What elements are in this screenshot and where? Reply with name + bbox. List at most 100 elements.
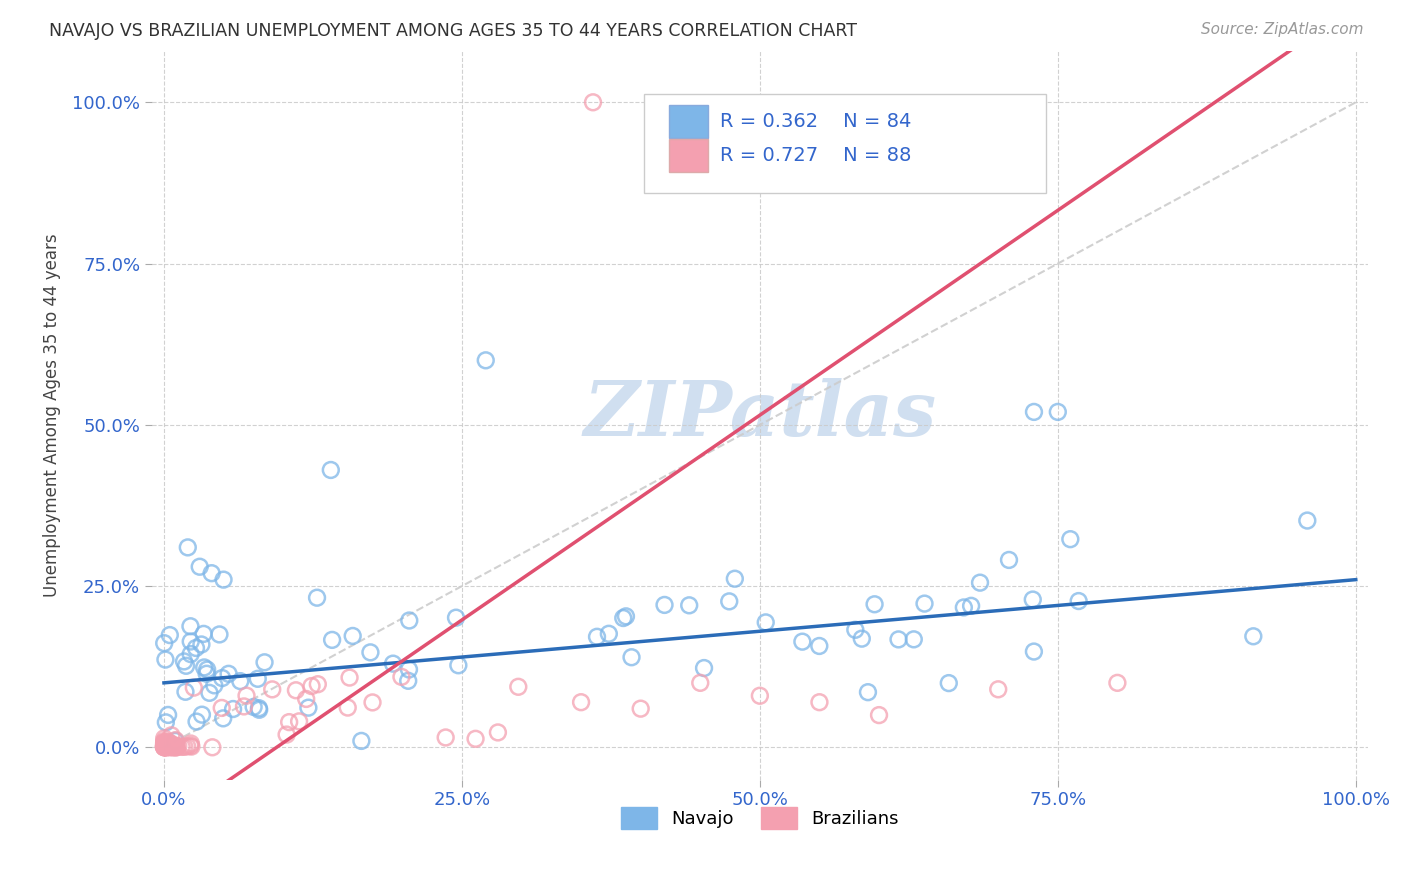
Point: [180, 647, 202, 661]
Point: [157, 739, 180, 754]
Point: [153, 734, 176, 748]
Point: [157, 707, 180, 722]
Point: [305, 591, 328, 605]
Text: Source: ZipAtlas.com: Source: ZipAtlas.com: [1201, 22, 1364, 37]
Point: [198, 686, 221, 700]
Point: [153, 737, 176, 751]
Point: [153, 739, 176, 754]
Point: [350, 734, 373, 748]
Point: [159, 737, 181, 751]
Point: [153, 740, 176, 755]
Point: [212, 711, 235, 725]
Point: [153, 739, 176, 754]
Point: [229, 674, 252, 689]
Point: [153, 740, 176, 755]
Point: [155, 715, 177, 730]
Point: [173, 655, 195, 669]
Point: [165, 740, 187, 755]
Point: [755, 615, 778, 630]
Point: [153, 739, 176, 754]
Point: [153, 739, 176, 754]
FancyBboxPatch shape: [644, 95, 1046, 193]
Point: [218, 666, 240, 681]
Point: [153, 739, 176, 754]
Point: [903, 632, 925, 647]
Point: [295, 692, 318, 706]
Point: [153, 739, 176, 754]
Point: [391, 670, 413, 684]
Point: [190, 638, 212, 652]
Point: [179, 739, 201, 753]
Point: [278, 715, 301, 730]
Point: [153, 735, 176, 749]
Point: [342, 629, 364, 643]
Point: [174, 685, 197, 699]
Point: [614, 609, 637, 624]
Point: [180, 737, 202, 751]
Point: [486, 725, 509, 739]
Point: [153, 739, 176, 753]
Point: [598, 627, 620, 641]
Point: [1107, 676, 1129, 690]
Point: [155, 740, 177, 755]
Point: [156, 740, 179, 755]
Point: [1046, 405, 1069, 419]
Point: [1059, 532, 1081, 546]
Point: [165, 734, 187, 748]
Point: [247, 701, 270, 715]
Point: [155, 739, 177, 754]
Point: [183, 681, 205, 695]
Point: [179, 619, 201, 633]
Point: [998, 553, 1021, 567]
Point: [276, 728, 298, 742]
Point: [193, 660, 215, 674]
Point: [319, 463, 342, 477]
Point: [262, 682, 284, 697]
Point: [195, 663, 218, 677]
Point: [156, 736, 179, 750]
Point: [447, 658, 470, 673]
Point: [156, 737, 179, 751]
Point: [969, 575, 991, 590]
Point: [186, 714, 208, 729]
Point: [166, 740, 188, 755]
Point: [191, 707, 214, 722]
Point: [201, 740, 224, 755]
Point: [444, 610, 467, 624]
Point: [193, 627, 215, 641]
Point: [1022, 405, 1045, 419]
Point: [242, 700, 264, 714]
Point: [155, 736, 177, 750]
Point: [155, 738, 177, 752]
Point: [288, 714, 311, 729]
Point: [177, 541, 200, 555]
Point: [184, 640, 207, 655]
Point: [156, 739, 179, 753]
Point: [153, 736, 176, 750]
Point: [165, 733, 187, 747]
Point: [434, 731, 457, 745]
Point: [246, 672, 269, 686]
Point: [464, 731, 486, 746]
Point: [307, 677, 329, 691]
Point: [159, 628, 181, 642]
Point: [160, 740, 183, 755]
Point: [202, 678, 225, 692]
Point: [253, 655, 276, 669]
Point: [1067, 594, 1090, 608]
Point: [170, 739, 193, 754]
Point: [165, 740, 187, 755]
Point: [1022, 592, 1045, 607]
Point: [620, 650, 643, 665]
Point: [176, 739, 198, 754]
Point: [162, 739, 184, 754]
Point: [157, 738, 180, 752]
Point: [153, 636, 176, 650]
Point: [284, 683, 307, 698]
Point: [162, 740, 184, 755]
Point: [336, 700, 359, 714]
Point: [856, 685, 879, 699]
Point: [167, 739, 190, 753]
Text: R = 0.727    N = 88: R = 0.727 N = 88: [720, 146, 911, 165]
Point: [953, 600, 976, 615]
